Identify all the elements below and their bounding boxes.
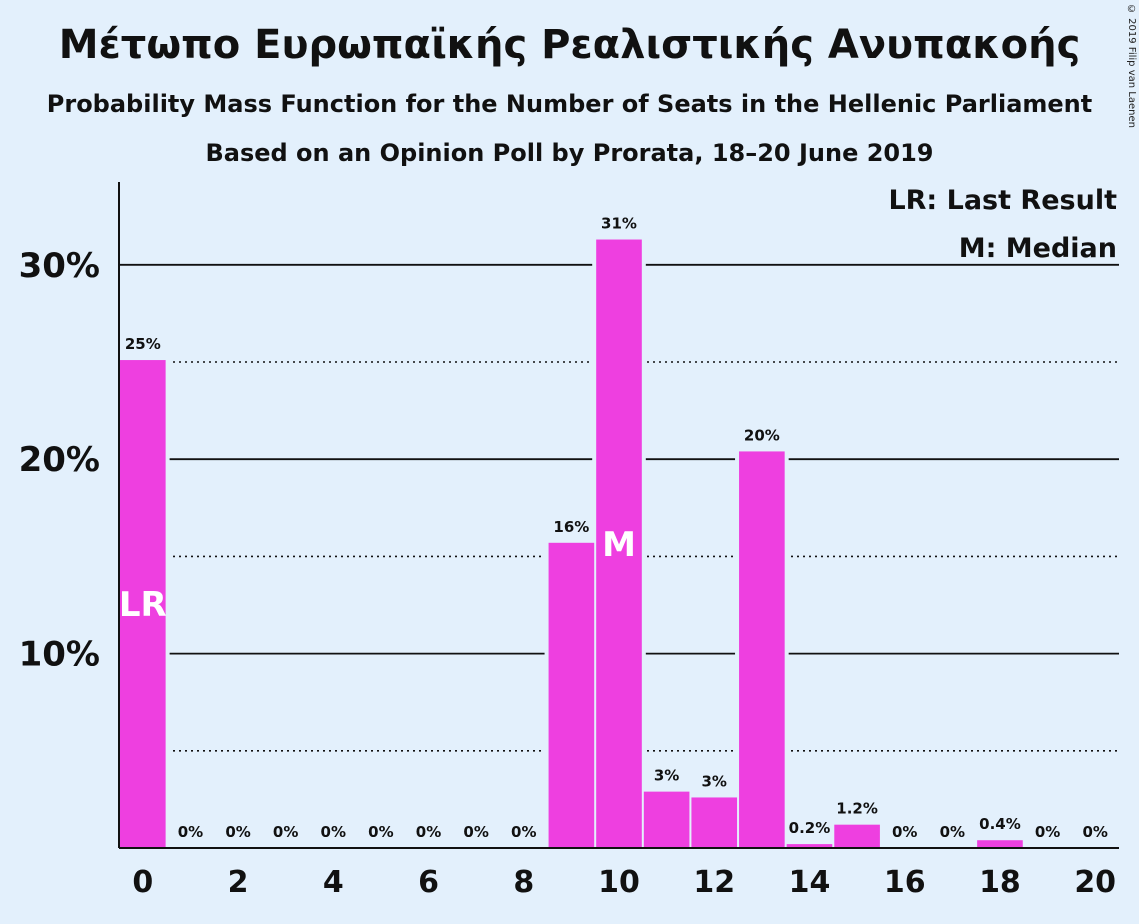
data-label: 0.4% — [979, 815, 1021, 833]
copyright-note: © 2019 Filip van Laenen — [1126, 4, 1137, 128]
x-tick-label: 4 — [323, 865, 344, 900]
bar-seats-12 — [691, 797, 738, 848]
bar-seats-15 — [834, 824, 880, 848]
data-label: 25% — [125, 335, 161, 353]
data-label: 3% — [654, 767, 679, 785]
data-label: 0% — [940, 823, 965, 841]
bar-seats-9 — [548, 542, 595, 848]
data-label: 0% — [416, 823, 441, 841]
data-label: 0% — [178, 823, 203, 841]
x-tick-label: 10 — [598, 865, 640, 900]
x-tick-label: 8 — [513, 865, 534, 900]
marker-m: M — [602, 525, 636, 565]
data-label: 31% — [601, 215, 637, 233]
data-label: 20% — [744, 426, 780, 444]
data-label: 1.2% — [836, 800, 878, 818]
legend-entry-median: M: Median — [959, 233, 1117, 264]
data-label: 0% — [1035, 823, 1060, 841]
data-label: 0% — [225, 823, 250, 841]
legend-entry-lr: LR: Last Result — [888, 185, 1117, 216]
data-label: 0.2% — [789, 819, 831, 837]
bar-seats-14 — [786, 844, 833, 848]
x-tick-label: 0 — [132, 865, 153, 900]
data-label: 16% — [553, 518, 589, 536]
bar-seats-11 — [643, 791, 690, 848]
data-label: 0% — [463, 823, 488, 841]
bar-seats-13 — [739, 451, 785, 848]
y-tick-label: 10% — [19, 635, 100, 675]
bar-seats-10 — [596, 239, 642, 848]
data-label: 0% — [511, 823, 536, 841]
chart-subtitle: Probability Mass Function for the Number… — [46, 90, 1093, 118]
x-tick-label: 20 — [1074, 865, 1116, 900]
data-label: 0% — [1082, 823, 1107, 841]
data-label: 3% — [702, 772, 727, 790]
x-tick-label: 2 — [228, 865, 249, 900]
y-tick-label: 20% — [19, 440, 100, 480]
chart-subtitle-source: Based on an Opinion Poll by Prorata, 18–… — [205, 139, 934, 167]
data-label: 0% — [892, 823, 917, 841]
bar-seats-18 — [977, 840, 1023, 848]
data-label: 0% — [273, 823, 298, 841]
x-tick-label: 16 — [884, 865, 926, 900]
bar-seats-0 — [120, 360, 166, 848]
x-tick-label: 6 — [418, 865, 439, 900]
data-label: 0% — [368, 823, 393, 841]
data-label: 0% — [321, 823, 346, 841]
x-tick-label: 14 — [789, 865, 831, 900]
x-tick-label: 12 — [693, 865, 735, 900]
marker-lr: LR — [119, 585, 167, 625]
y-tick-label: 30% — [19, 246, 100, 286]
x-tick-label: 18 — [979, 865, 1021, 900]
chart-title: Μέτωπο Ευρωπαϊκής Ρεαλιστικής Ανυπακοής — [58, 22, 1081, 68]
